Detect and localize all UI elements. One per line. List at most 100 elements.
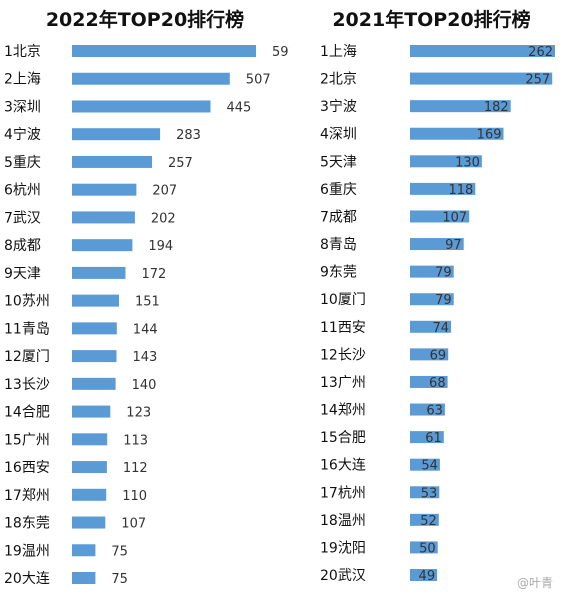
data-label: 75	[111, 544, 128, 559]
category-label: 4宁波	[4, 126, 41, 143]
bar	[72, 294, 119, 307]
data-label: 130	[455, 155, 480, 170]
category-label: 15广州	[4, 432, 50, 448]
category-label: 2北京	[320, 72, 357, 88]
category-label: 5重庆	[4, 155, 41, 171]
data-label: 143	[133, 350, 158, 365]
bar	[72, 516, 106, 529]
category-label: 7成都	[320, 209, 357, 225]
category-label: 6重庆	[320, 182, 357, 198]
bar	[72, 433, 108, 446]
data-label: 202	[151, 211, 176, 226]
category-label: 20武汉	[320, 568, 366, 584]
chart-title-2022: 2022年TOP20排行榜	[45, 9, 245, 31]
data-label: 257	[168, 156, 193, 171]
chart-2022: 2022年TOP20排行榜 1北京 591 2上海 507 3深圳 445 4宁波 283 5重…	[4, 9, 290, 587]
bar-chart-2022: 1北京 591 2上海 507 3深圳 445 4宁波 283 5重庆 257 6杭州 207 7武汉 2…	[4, 44, 290, 587]
data-label: 445	[227, 100, 252, 115]
category-label: 1上海	[320, 44, 357, 60]
bar	[72, 266, 126, 279]
bar	[410, 569, 438, 581]
bar	[410, 265, 454, 278]
category-label: 6杭州	[4, 183, 41, 199]
chart-2021: 2021年TOP20排行榜 1上海 262 2北京 257 3宁波 182 4深圳 169 5天…	[300, 0, 563, 597]
category-label: 17杭州	[320, 485, 366, 501]
bar	[410, 127, 504, 140]
data-label: 52	[420, 514, 437, 529]
data-label: 61	[425, 431, 442, 446]
category-label: 13广州	[320, 375, 366, 391]
bar	[410, 431, 444, 444]
bar	[410, 348, 449, 361]
data-label: 194	[148, 239, 173, 254]
bar	[72, 128, 161, 141]
bar	[410, 182, 476, 195]
watermark: @叶青	[516, 576, 553, 590]
bar	[410, 45, 555, 57]
category-label: 17郑州	[4, 488, 50, 504]
category-label: 10苏州	[4, 294, 50, 310]
data-label: 257	[525, 73, 550, 88]
data-label: 172	[142, 267, 167, 282]
category-label: 2上海	[4, 72, 41, 88]
category-label: 9东莞	[320, 265, 357, 281]
bar	[72, 155, 152, 168]
data-label: 151	[135, 295, 160, 310]
bar	[72, 183, 137, 196]
data-label: 49	[419, 569, 436, 584]
chart-title-2021: 2021年TOP20排行榜	[332, 9, 531, 31]
bar	[410, 293, 454, 306]
category-label: 3深圳	[4, 99, 41, 115]
bar	[72, 322, 117, 335]
data-label: 79	[435, 293, 452, 308]
category-label: 1北京	[4, 44, 41, 60]
data-label: 507	[246, 73, 271, 88]
data-label: 69	[430, 348, 447, 363]
data-label: 53	[421, 486, 438, 501]
category-label: 11青岛	[4, 321, 50, 337]
bar	[410, 155, 482, 168]
bar	[72, 100, 211, 113]
bar	[72, 239, 133, 252]
data-label: 283	[176, 128, 201, 143]
bar	[410, 210, 470, 223]
data-label: 50	[419, 541, 436, 556]
data-label: 63	[426, 404, 443, 419]
bar	[410, 320, 451, 333]
data-label: 54	[421, 459, 438, 474]
bar	[72, 461, 107, 474]
data-label: 112	[123, 461, 148, 476]
data-label: 591	[272, 45, 290, 60]
bar	[410, 238, 464, 251]
bar	[410, 458, 440, 471]
category-label: 16大连	[320, 458, 366, 474]
bar	[72, 377, 116, 390]
data-label: 74	[432, 321, 449, 336]
category-label: 12长沙	[320, 347, 366, 363]
bar	[72, 572, 96, 584]
bar	[410, 513, 439, 526]
category-label: 14合肥	[4, 405, 50, 421]
category-label: 16西安	[4, 460, 50, 476]
category-label: 10厦门	[320, 292, 366, 308]
category-label: 19温州	[4, 543, 50, 559]
data-label: 79	[435, 266, 452, 281]
bar	[410, 375, 448, 388]
bar	[72, 72, 230, 85]
bar	[410, 100, 511, 113]
data-label: 262	[528, 45, 553, 60]
data-label: 140	[132, 378, 157, 393]
data-label: 123	[126, 406, 151, 421]
data-label: 207	[152, 184, 177, 199]
category-label: 20大连	[4, 571, 50, 587]
category-label: 5天津	[320, 154, 357, 170]
category-label: 9天津	[4, 266, 41, 282]
bar	[72, 405, 111, 418]
category-label: 8成都	[4, 238, 41, 254]
category-label: 8青岛	[320, 237, 357, 253]
data-label: 169	[477, 128, 502, 143]
category-label: 18东莞	[4, 516, 50, 532]
bar	[72, 45, 256, 57]
category-label: 18温州	[320, 513, 366, 529]
data-label: 110	[122, 489, 147, 504]
